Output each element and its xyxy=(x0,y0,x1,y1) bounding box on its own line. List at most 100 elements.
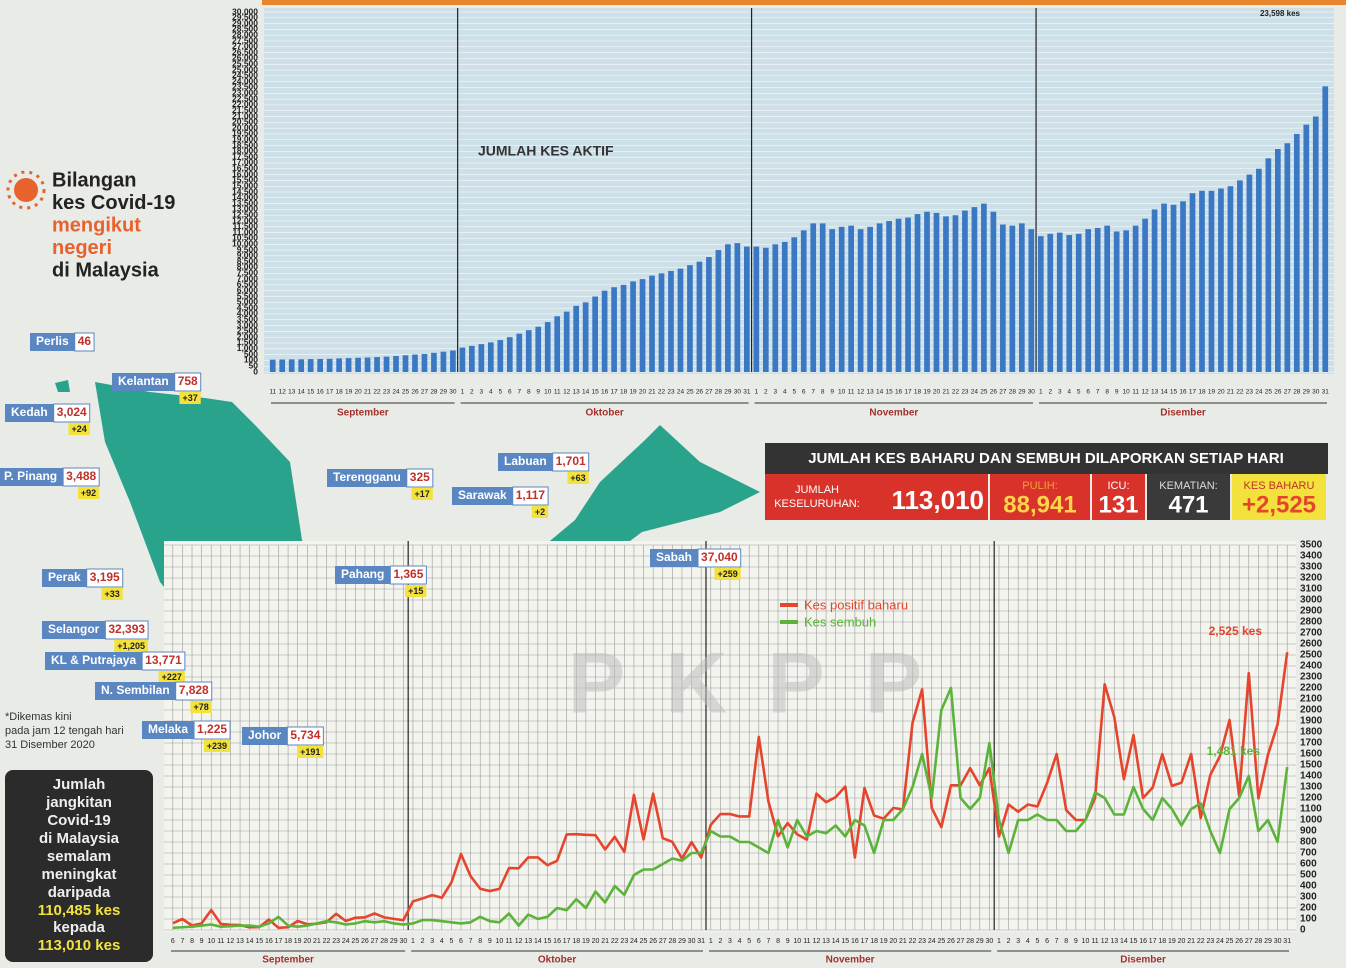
bar xyxy=(450,351,456,372)
x-tick-label: 19 xyxy=(582,938,590,945)
x-tick-label: 16 xyxy=(265,938,273,945)
top-strip xyxy=(262,0,1346,5)
bar xyxy=(905,218,911,372)
x-tick-label: 23 xyxy=(961,389,969,396)
x-tick-label: 25 xyxy=(402,389,410,396)
x-tick-label: 27 xyxy=(371,938,379,945)
x-tick-label: 27 xyxy=(1284,389,1292,396)
bar xyxy=(877,223,883,372)
month-label: November xyxy=(826,955,875,966)
x-tick-label: 12 xyxy=(515,938,523,945)
x-tick-label: 30 xyxy=(449,389,457,396)
x-tick-label: 24 xyxy=(392,389,400,396)
daily-cases-chart: 0100200300400500600700800900100011001200… xyxy=(164,540,1323,966)
x-tick-label: 18 xyxy=(620,389,628,396)
y-tick-label: 900 xyxy=(1300,826,1317,837)
state-change: +92 xyxy=(81,488,96,498)
state-total: 13,771 xyxy=(145,653,182,667)
x-tick-label: 1 xyxy=(997,938,1001,945)
x-tick-label: 8 xyxy=(776,938,780,945)
bar xyxy=(1199,191,1205,372)
bar xyxy=(1057,233,1063,372)
y-tick-label: 200 xyxy=(1300,903,1317,914)
bar xyxy=(706,257,712,372)
bar xyxy=(583,302,589,372)
x-tick-label: 11 xyxy=(1091,938,1098,945)
x-tick-label: 2 xyxy=(1007,938,1011,945)
bar xyxy=(1114,231,1120,372)
x-tick-label: 21 xyxy=(364,389,372,396)
state-total: 1,701 xyxy=(556,454,586,468)
state-change: +2 xyxy=(535,507,545,517)
x-tick-label: 28 xyxy=(715,389,723,396)
info-line: Covid-19 xyxy=(47,812,110,829)
infographic: Bilangankes Covid-19mengikutnegeridi Mal… xyxy=(0,0,1346,968)
state-name: Terengganu xyxy=(333,470,401,484)
x-tick-label: 21 xyxy=(601,938,609,945)
x-tick-label: 10 xyxy=(496,938,504,945)
x-tick-label: 29 xyxy=(724,389,732,396)
y-tick-label: 2100 xyxy=(1300,694,1323,705)
x-tick-label: 23 xyxy=(620,938,628,945)
x-tick-label: 30 xyxy=(399,938,407,945)
x-tick-label: 25 xyxy=(1265,389,1273,396)
x-tick-label: 9 xyxy=(536,389,540,396)
x-tick-label: 6 xyxy=(802,389,806,396)
state-change: +239 xyxy=(207,741,227,751)
bar xyxy=(564,312,570,372)
summary-value: 113,010 xyxy=(891,485,984,515)
chart-title: JUMLAH KES AKTIF xyxy=(478,143,614,159)
x-tick-label: 2 xyxy=(1048,389,1052,396)
state-name: Johor xyxy=(248,728,282,742)
x-tick-label: 11 xyxy=(1132,389,1139,396)
x-tick-label: 12 xyxy=(563,389,571,396)
month-label: Oktober xyxy=(585,408,623,419)
state-change: +17 xyxy=(415,489,430,499)
summary-label: KESELURUHAN: xyxy=(774,498,860,510)
x-tick-label: 14 xyxy=(534,938,542,945)
x-tick-label: 3 xyxy=(480,389,484,396)
y-tick-label: 1900 xyxy=(1300,716,1323,727)
legend-label: Kes sembuh xyxy=(804,614,876,629)
bar xyxy=(1123,230,1129,372)
x-tick-label: 22 xyxy=(909,938,917,945)
month-label: November xyxy=(869,408,918,419)
y-tick-label: 100 xyxy=(1300,914,1317,925)
x-tick-label: 4 xyxy=(783,389,787,396)
x-tick-label: 14 xyxy=(246,938,254,945)
bar xyxy=(431,353,437,372)
x-tick-label: 5 xyxy=(449,938,453,945)
x-tick-label: 22 xyxy=(1197,938,1205,945)
state-name: N. Sembilan xyxy=(101,683,170,697)
x-tick-label: 14 xyxy=(582,389,590,396)
x-tick-label: 4 xyxy=(738,938,742,945)
bar xyxy=(1019,223,1025,372)
state-total: 325 xyxy=(410,470,430,484)
bar xyxy=(972,207,978,372)
x-tick-label: 19 xyxy=(1208,389,1216,396)
bar xyxy=(953,215,959,372)
bar xyxy=(1161,204,1167,372)
x-tick-label: 15 xyxy=(255,938,263,945)
y-tick-label: 2200 xyxy=(1300,683,1323,694)
summary-box: JUMLAH KES BAHARU DAN SEMBUH DILAPORKAN … xyxy=(765,443,1328,520)
info-word: kepada xyxy=(53,919,105,936)
bar xyxy=(763,248,769,372)
x-tick-label: 17 xyxy=(1189,389,1197,396)
x-tick-label: 11 xyxy=(217,938,224,945)
legend-swatch xyxy=(780,620,798,624)
x-tick-label: 15 xyxy=(544,938,552,945)
x-tick-label: 10 xyxy=(838,389,846,396)
state-name: Sabah xyxy=(656,550,692,564)
x-tick-label: 19 xyxy=(923,389,931,396)
y-tick-label: 3400 xyxy=(1300,551,1323,562)
bar xyxy=(716,250,722,372)
state-total: 1,117 xyxy=(516,488,546,502)
x-tick-label: 14 xyxy=(876,389,884,396)
bar xyxy=(791,237,797,372)
x-tick-label: 17 xyxy=(904,389,912,396)
x-tick-label: 1 xyxy=(755,389,759,396)
bar xyxy=(896,219,902,372)
x-tick-label: 12 xyxy=(227,938,235,945)
bar xyxy=(298,359,304,372)
